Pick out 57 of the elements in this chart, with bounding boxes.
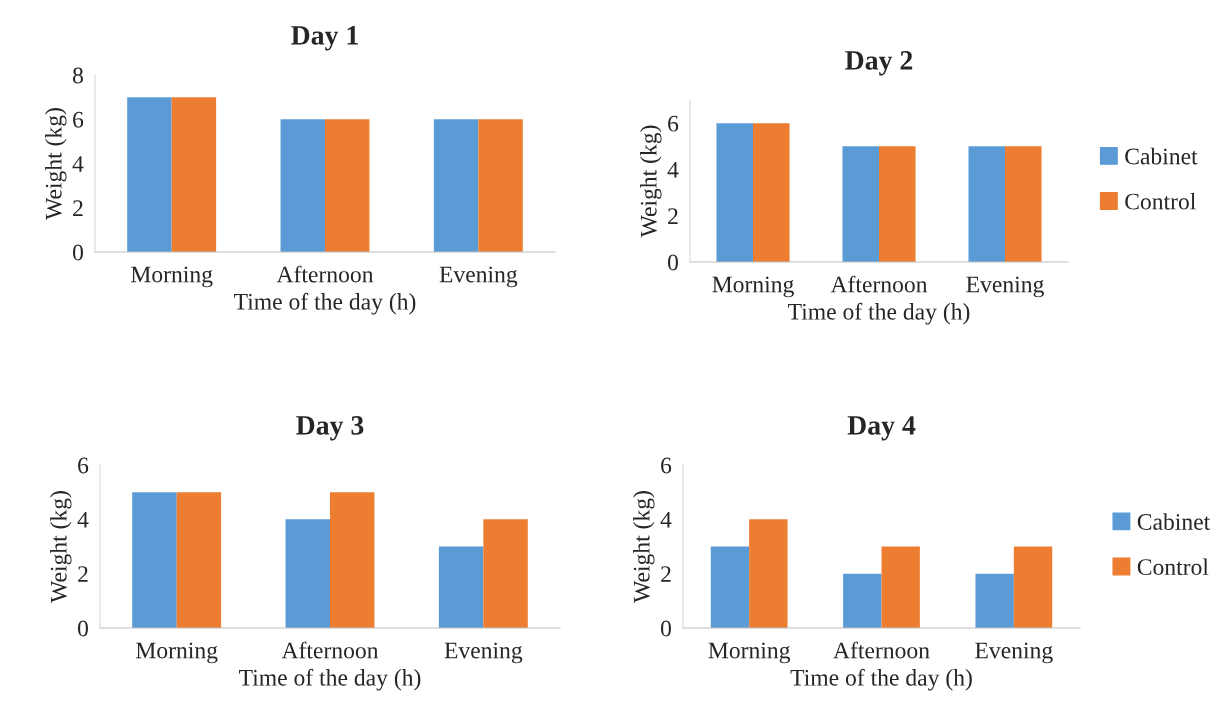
- y-axis-title: Weight (kg): [633, 491, 655, 603]
- y-tick-label: 6: [78, 457, 89, 474]
- y-tick-label: 2: [668, 208, 678, 224]
- x-tick-label: Evening: [966, 276, 1044, 298]
- bar: [1013, 546, 1053, 628]
- y-tick-label: 2: [78, 566, 88, 582]
- y-tick-label: 8: [72, 67, 83, 84]
- x-axis-title: Time of the day (h): [234, 292, 416, 315]
- legend-label: Cabinet: [1125, 147, 1198, 165]
- bar: [176, 492, 222, 628]
- chart-title: Day 2: [845, 51, 913, 76]
- y-tick-label: 4: [667, 162, 679, 178]
- x-tick-label: Morning: [131, 266, 213, 288]
- y-tick-label: 6: [73, 111, 84, 128]
- y-tick-label: 6: [668, 115, 679, 132]
- x-axis-title: Time of the day (h): [790, 668, 972, 691]
- x-tick-label: Afternoon: [276, 265, 374, 283]
- bar: [749, 519, 788, 628]
- bar: [438, 546, 484, 628]
- y-tick-label: 0: [77, 620, 88, 637]
- x-tick-label: Morning: [136, 642, 218, 664]
- x-tick-label: Afternoon: [830, 275, 928, 293]
- bar: [710, 546, 750, 628]
- y-tick-label: 6: [661, 457, 672, 474]
- bar: [881, 546, 920, 628]
- bar: [132, 492, 177, 628]
- y-tick-label: 2: [661, 566, 671, 582]
- y-tick-label: 4: [72, 156, 84, 172]
- y-axis-title: Weight (kg): [640, 125, 662, 238]
- y-tick-label: 2: [73, 200, 83, 216]
- y-tick-label: 0: [667, 254, 678, 271]
- y-tick-label: 4: [77, 511, 89, 528]
- x-tick-label: Afternoon: [281, 641, 379, 659]
- x-axis-title: Time of the day (h): [239, 668, 421, 691]
- x-tick-label: Afternoon: [833, 641, 930, 659]
- x-tick-label: Morning: [712, 276, 794, 298]
- chart-title: Day 1: [291, 26, 358, 51]
- chart-title: Day 3: [296, 416, 364, 441]
- bar: [843, 573, 882, 628]
- y-tick-label: 4: [660, 511, 672, 528]
- bar: [483, 519, 528, 628]
- legend-label: Cabinet: [1137, 513, 1211, 530]
- bar: [285, 519, 330, 628]
- x-axis-title: Time of the day (h): [788, 302, 970, 325]
- bar: [975, 573, 1014, 628]
- y-tick-label: 0: [660, 620, 671, 637]
- bar: [330, 492, 375, 628]
- x-tick-label: Evening: [439, 266, 518, 288]
- legend-label: Control: [1137, 558, 1209, 576]
- y-axis-title: Weight (kg): [45, 108, 67, 220]
- legend-label: Control: [1125, 192, 1196, 210]
- y-tick-label: 0: [72, 244, 83, 261]
- x-tick-label: Evening: [444, 642, 523, 664]
- y-axis-title: Weight (kg): [50, 491, 72, 603]
- x-tick-label: Evening: [975, 642, 1053, 664]
- x-tick-label: Morning: [708, 642, 791, 664]
- chart-title: Day 4: [847, 416, 916, 441]
